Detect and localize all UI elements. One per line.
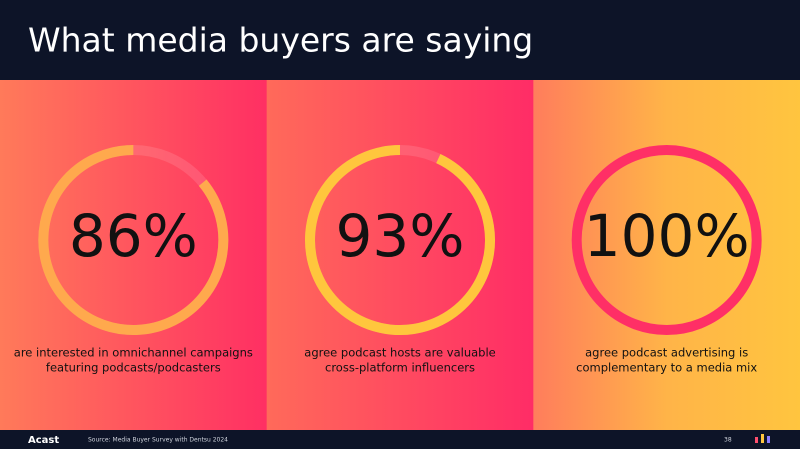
value-label: 93% <box>336 202 465 270</box>
page-number: 38 <box>724 437 732 444</box>
ring <box>305 145 495 335</box>
logo-bar <box>767 436 770 443</box>
source: Source: Media Buyer Survey with Dentsu 2… <box>88 437 228 444</box>
ring <box>571 145 762 335</box>
caption: agree podcast hosts are valuable <box>304 346 495 360</box>
caption: featuring podcasts/podcasters <box>46 361 221 375</box>
logo: Acast <box>28 435 59 446</box>
value-label: 86% <box>69 202 198 270</box>
caption: complementary to a media mix <box>576 361 757 375</box>
caption: are interested in omnichannel campaigns <box>14 346 253 360</box>
header <box>0 0 800 80</box>
title: What media buyers are saying <box>28 21 533 60</box>
logo-bar <box>761 434 764 443</box>
value-label: 100% <box>584 202 750 270</box>
ring <box>38 145 229 335</box>
caption: cross-platform influencers <box>325 361 475 375</box>
logo-bar <box>755 437 758 443</box>
caption: agree podcast advertising is <box>585 346 748 360</box>
footer <box>0 430 800 449</box>
